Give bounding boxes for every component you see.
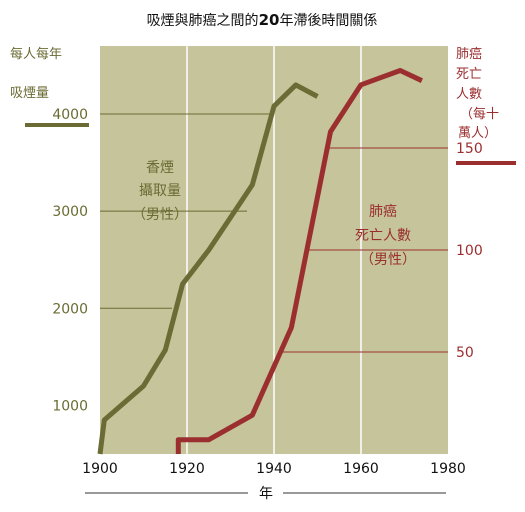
right-gridlines	[278, 147, 448, 353]
series-label-lung-cancer-line-2: 死亡人數	[355, 228, 411, 244]
left-tick-4000: 4000	[52, 107, 88, 123]
left-tick-1000: 1000	[52, 398, 88, 414]
x-tick-1980: 1980	[430, 461, 466, 477]
right-axis-label-line-5: 萬人）	[458, 126, 497, 141]
x-tick-labels: 1900 1920 1940 1960 1980	[82, 461, 466, 477]
x-tick-1960: 1960	[343, 461, 379, 477]
series-label-cigarettes-line-3: （男性）	[132, 207, 188, 223]
right-tick-150: 150	[456, 141, 483, 157]
series-label-cigarettes-line-2: 攝取量	[139, 183, 181, 199]
left-tick-2000: 2000	[52, 301, 88, 317]
left-axis-label-line-2: 吸煙量	[10, 86, 49, 101]
x-tick-1900: 1900	[82, 461, 118, 477]
right-axis-legend-swatch	[456, 161, 516, 165]
left-axis-label-line-1: 每人每年	[10, 46, 62, 62]
series-label-lung-cancer-line-3: （男性）	[360, 252, 416, 268]
x-tick-1920: 1920	[169, 461, 205, 477]
series-label-cigarettes-line-1: 香煙	[146, 160, 174, 176]
right-tick-50: 50	[456, 345, 474, 361]
x-tick-1940: 1940	[256, 461, 292, 477]
chart-title-part-3: 年滯後時間關係	[279, 13, 377, 29]
x-axis-label: 年	[259, 486, 273, 502]
left-tick-labels: 1000 2000 3000 4000	[52, 107, 88, 414]
chart-title-part-2: 20	[259, 11, 280, 29]
series-lines	[97, 68, 423, 455]
right-tick-labels: 50 100 150	[456, 141, 483, 361]
left-gridlines	[100, 113, 272, 309]
series-line-lung-cancer	[175, 68, 423, 454]
right-axis-label-line-2: 死亡	[456, 67, 482, 82]
right-axis-label-line-4: （每十	[460, 106, 499, 122]
right-axis-label-line-1: 肺癌	[456, 46, 482, 62]
left-tick-3000: 3000	[52, 204, 88, 220]
series-line-cigarettes	[97, 82, 319, 455]
series-label-lung-cancer-line-1: 肺癌	[369, 204, 397, 220]
right-axis-label-line-3: 人數	[456, 87, 482, 102]
right-tick-100: 100	[456, 243, 483, 259]
left-axis-legend-swatch	[25, 123, 89, 127]
chart-title-part-1: 吸煙與肺癌之間的	[147, 13, 259, 29]
chart-title: 吸煙與肺癌之間的20年滯後時間關係	[147, 11, 378, 29]
